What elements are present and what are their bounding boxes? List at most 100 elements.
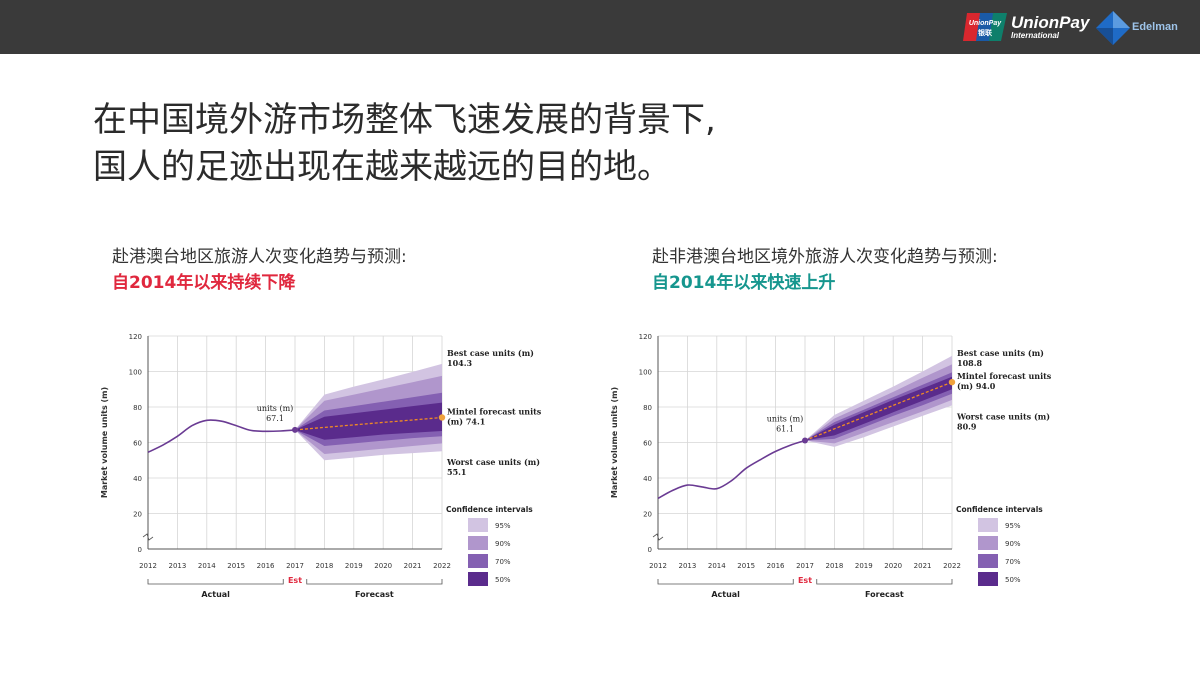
legend-swatch-90 — [978, 536, 998, 550]
x-tick-label: 2022 — [433, 562, 451, 570]
x-tick-label: 2021 — [914, 562, 932, 570]
legend-swatch-70 — [468, 554, 488, 568]
forecast-end-marker — [438, 414, 446, 421]
legend-label: 90% — [1005, 540, 1021, 548]
forecast-label: Forecast — [355, 590, 394, 599]
legend-label: 95% — [495, 522, 511, 530]
est-label: Est — [288, 576, 302, 585]
y-tick-label: 100 — [639, 369, 652, 377]
best-case-value: 108.8 — [957, 358, 982, 368]
top-bar: UnionPay 银联 UnionPay International Edelm… — [0, 0, 1200, 54]
legend-swatch-50 — [978, 572, 998, 586]
worst-case-label: Worst case units (m) — [446, 457, 540, 467]
confidence-band-50 — [295, 402, 442, 440]
x-tick-label: 2019 — [855, 562, 873, 570]
x-tick-label: 2012 — [649, 562, 667, 570]
y-axis-label: Market volume units (m) — [610, 387, 619, 498]
est-point-value: 67.1 — [266, 414, 284, 423]
x-tick-label: 2020 — [374, 562, 392, 570]
logo-line2: 银联 — [978, 28, 993, 37]
legend-label: 70% — [495, 558, 511, 566]
y-tick-label: 80 — [643, 404, 652, 412]
x-tick-label: 2016 — [767, 562, 785, 570]
est-point-marker — [292, 426, 298, 433]
x-tick-label: 2015 — [737, 562, 755, 570]
y-tick-label: 100 — [129, 369, 142, 377]
page-title: 在中国境外游市场整体飞速发展的背景下, 国人的足迹出现在越来越远的目的地。 — [93, 97, 716, 191]
forecast-end-marker — [948, 378, 956, 386]
worst-case-label: Worst case units (m) — [956, 411, 1050, 421]
forecast-bracket — [816, 579, 953, 585]
brand-name: UnionPay — [1011, 13, 1090, 32]
axis-break-icon — [142, 533, 154, 541]
legend-title: Confidence intervals — [446, 505, 533, 514]
x-tick-label: 2013 — [678, 562, 696, 570]
actual-bracket — [147, 579, 284, 585]
x-tick-label: 2019 — [345, 562, 363, 570]
y-tick-label: 80 — [133, 404, 142, 412]
right-chart: 0 20 40 60 80 100 120 2012 2013 2014 2015 2016 2017 2… — [610, 333, 1052, 599]
y-tick-label: 60 — [643, 440, 652, 448]
est-point-value: 61.1 — [776, 425, 794, 434]
est-label: Est — [798, 576, 812, 585]
best-case-label: Best case units (m) — [957, 348, 1044, 358]
logo-line1: UnionPay — [969, 20, 1002, 27]
y-tick-label: 20 — [133, 511, 142, 519]
right-chart-title: 赴非港澳台地区境外旅游人次变化趋势与预测: — [652, 247, 998, 267]
x-tick-label: 2022 — [943, 562, 961, 570]
legend-label: 95% — [1005, 522, 1021, 530]
y-tick-label: 0 — [648, 546, 652, 554]
x-tick-label: 2014 — [198, 562, 216, 570]
y-tick-label: 20 — [643, 511, 652, 519]
worst-case-value: 55.1 — [447, 467, 466, 477]
actual-series-line — [657, 439, 806, 500]
x-tick-label: 2014 — [708, 562, 726, 570]
mintel-forecast-value: (m) 74.1 — [447, 416, 485, 426]
axis-break-icon — [652, 533, 664, 541]
actual-series-line — [147, 419, 296, 454]
actual-label: Actual — [201, 590, 230, 599]
mintel-forecast-label: Mintel forecast units — [447, 406, 542, 416]
legend-label: 50% — [495, 576, 511, 584]
est-point-marker — [802, 437, 808, 444]
y-tick-label: 0 — [138, 546, 142, 554]
legend-swatch-50 — [468, 572, 488, 586]
actual-label: Actual — [711, 590, 740, 599]
est-point-label: units (m) — [257, 404, 294, 413]
x-tick-label: 2017 — [286, 562, 304, 570]
best-case-value: 104.3 — [447, 358, 472, 368]
legend-label: 50% — [1005, 576, 1021, 584]
brand-subtitle: International — [1011, 31, 1060, 40]
legend-swatch-90 — [468, 536, 488, 550]
mintel-forecast-label: Mintel forecast units — [957, 371, 1052, 381]
actual-bracket — [657, 579, 794, 585]
est-point-label: units (m) — [767, 415, 804, 424]
right-chart-subtitle: 自2014年以来快速上升 — [652, 273, 836, 293]
title-line-1: 在中国境外游市场整体飞速发展的背景下, — [93, 100, 716, 140]
forecast-series-line — [804, 381, 953, 442]
legend-swatch-70 — [978, 554, 998, 568]
partner-name: Edelman — [1132, 21, 1178, 33]
forecast-series-line — [294, 416, 443, 431]
confidence-band-50 — [805, 376, 952, 441]
x-tick-label: 2012 — [139, 562, 157, 570]
title-line-2: 国人的足迹出现在越来越远的目的地。 — [93, 147, 671, 187]
worst-case-value: 80.9 — [957, 421, 977, 431]
y-tick-label: 40 — [133, 475, 142, 483]
x-tick-label: 2018 — [825, 562, 843, 570]
forecast-label: Forecast — [865, 590, 904, 599]
y-tick-label: 120 — [639, 333, 652, 341]
legend-swatch-95 — [468, 518, 488, 532]
left-chart: 0 20 40 60 80 100 120 2012 2013 2014 2015 2016 2017 2… — [100, 333, 542, 599]
y-tick-label: 40 — [643, 475, 652, 483]
x-tick-label: 2016 — [257, 562, 275, 570]
edelman-logo-icon — [1096, 11, 1130, 45]
x-tick-label: 2015 — [227, 562, 245, 570]
x-tick-label: 2017 — [796, 562, 814, 570]
x-tick-label: 2021 — [404, 562, 422, 570]
left-chart-title: 赴港澳台地区旅游人次变化趋势与预测: — [112, 247, 407, 267]
left-chart-subtitle: 自2014年以来持续下降 — [112, 273, 296, 293]
legend-label: 70% — [1005, 558, 1021, 566]
mintel-forecast-value: (m) 94.0 — [957, 381, 996, 391]
best-case-label: Best case units (m) — [447, 348, 534, 358]
